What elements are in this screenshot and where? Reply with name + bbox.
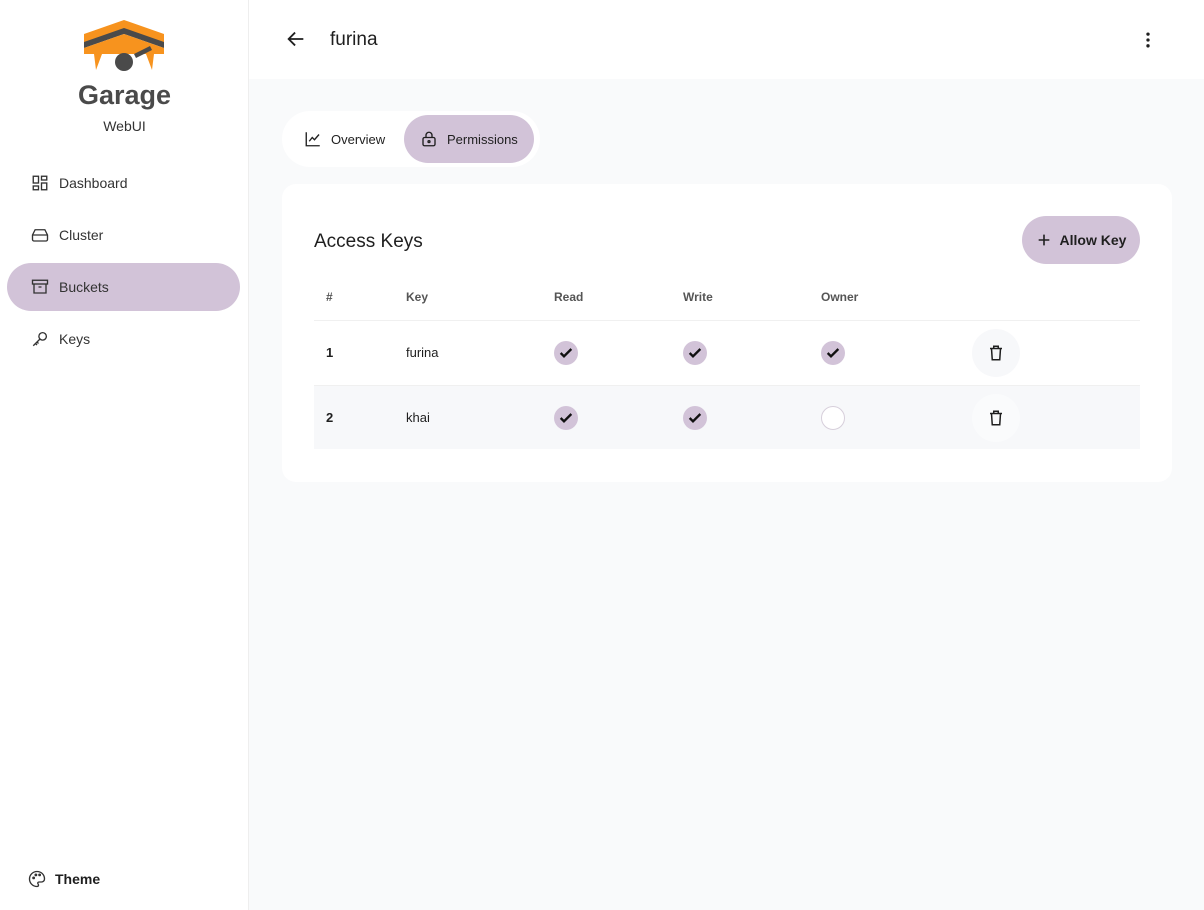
key-name: furina xyxy=(406,345,439,360)
allow-key-button[interactable]: Allow Key xyxy=(1022,216,1140,264)
check-icon xyxy=(559,413,573,423)
lock-icon xyxy=(422,131,436,147)
palette-icon xyxy=(28,870,46,888)
more-vertical-icon[interactable] xyxy=(1138,30,1158,50)
write-checkbox[interactable] xyxy=(683,406,707,430)
tab-permissions[interactable]: Permissions xyxy=(404,115,534,163)
brand-name: Garage xyxy=(77,80,172,110)
sidebar: Garage WebUI Dashboard Cluster Buckets K… xyxy=(0,0,249,910)
column-header-number: # xyxy=(326,290,333,304)
check-icon xyxy=(688,348,702,358)
sidebar-item-keys[interactable]: Keys xyxy=(7,315,240,363)
archive-icon xyxy=(31,279,49,294)
row-number: 1 xyxy=(326,345,334,360)
sidebar-item-label: Buckets xyxy=(59,279,109,295)
theme-label: Theme xyxy=(55,871,101,887)
brand-subtitle: WebUI xyxy=(103,118,146,134)
tab-overview[interactable]: Overview xyxy=(288,115,401,163)
sidebar-item-label: Keys xyxy=(59,331,91,347)
sidebar-item-buckets[interactable]: Buckets xyxy=(7,263,240,311)
column-header-key: Key xyxy=(406,290,429,304)
write-checkbox[interactable] xyxy=(683,341,707,365)
key-name: khai xyxy=(406,410,430,425)
dashboard-icon xyxy=(32,175,48,191)
check-icon xyxy=(826,348,840,358)
tab-label: Permissions xyxy=(447,131,518,147)
delete-button[interactable] xyxy=(972,394,1020,442)
column-header-write: Write xyxy=(683,290,713,304)
garage-logo xyxy=(84,20,164,71)
column-header-read: Read xyxy=(554,290,584,304)
trash-icon xyxy=(990,410,1002,426)
access-keys-card: Access Keys Allow Key # Key Read Write O… xyxy=(282,184,1172,482)
table-row: 1 furina xyxy=(314,320,1140,384)
table-row: 2 khai xyxy=(314,385,1140,449)
read-checkbox[interactable] xyxy=(554,406,578,430)
tab-label: Overview xyxy=(331,131,386,147)
page-header: furina xyxy=(249,0,1204,79)
section-title: Access Keys xyxy=(314,231,423,252)
hard-drive-icon xyxy=(31,229,49,242)
column-header-owner: Owner xyxy=(821,290,859,304)
plus-icon xyxy=(1038,234,1049,246)
check-icon xyxy=(559,348,573,358)
page-title: furina xyxy=(330,29,378,50)
sidebar-item-cluster[interactable]: Cluster xyxy=(7,211,240,259)
owner-checkbox[interactable] xyxy=(821,341,845,365)
tab-bar: Overview Permissions xyxy=(282,111,540,167)
read-checkbox[interactable] xyxy=(554,341,578,365)
delete-button[interactable] xyxy=(972,329,1020,377)
allow-key-label: Allow Key xyxy=(1059,232,1127,248)
owner-checkbox[interactable] xyxy=(821,406,845,430)
chart-icon xyxy=(305,132,320,147)
sidebar-item-label: Dashboard xyxy=(59,175,128,191)
key-icon xyxy=(32,331,48,347)
trash-icon xyxy=(990,345,1002,361)
theme-button[interactable]: Theme xyxy=(28,870,100,888)
sidebar-item-label: Cluster xyxy=(59,227,104,243)
row-number: 2 xyxy=(326,410,334,425)
back-arrow-icon[interactable] xyxy=(285,28,307,50)
check-icon xyxy=(688,413,702,423)
sidebar-item-dashboard[interactable]: Dashboard xyxy=(7,159,240,207)
